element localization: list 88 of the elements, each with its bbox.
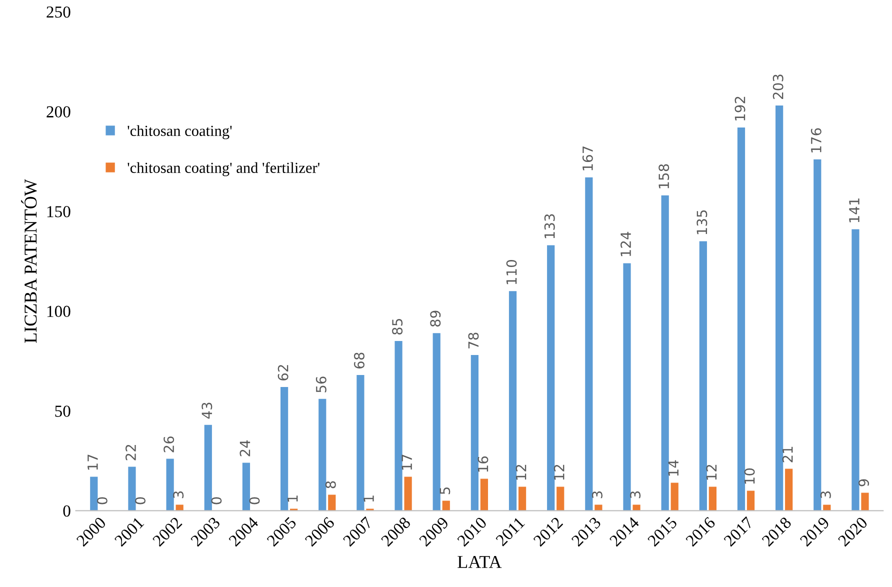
bar bbox=[785, 468, 793, 511]
y-tick-label: 150 bbox=[47, 206, 70, 218]
bar bbox=[556, 486, 564, 511]
data-label: 133 bbox=[544, 214, 555, 238]
data-label: 192 bbox=[734, 96, 746, 120]
data-label: 9 bbox=[858, 479, 870, 486]
data-label: 89 bbox=[430, 310, 441, 327]
y-tick-label: 0 bbox=[63, 505, 70, 517]
bar bbox=[128, 466, 136, 511]
data-label: 16 bbox=[478, 456, 488, 472]
bar bbox=[547, 245, 555, 511]
data-label: 68 bbox=[354, 352, 364, 368]
bar bbox=[442, 500, 450, 511]
legend-label: 'chitosan coating' and 'fertilizer' bbox=[128, 162, 320, 176]
y-tick-label: 50 bbox=[55, 406, 70, 417]
bar bbox=[737, 127, 746, 511]
data-label: 22 bbox=[126, 444, 136, 460]
bar bbox=[480, 478, 488, 511]
data-label: 62 bbox=[278, 365, 288, 380]
data-label: 124 bbox=[620, 232, 631, 256]
bar bbox=[90, 476, 98, 511]
y-tick-label: 250 bbox=[46, 6, 70, 18]
data-label: 141 bbox=[849, 198, 860, 222]
data-label: 8 bbox=[325, 481, 336, 488]
bar bbox=[632, 504, 640, 511]
data-label: 0 bbox=[135, 497, 146, 504]
data-label: 24 bbox=[240, 440, 250, 456]
bar bbox=[746, 490, 755, 511]
data-label: 21 bbox=[782, 446, 793, 462]
y-axis-title: LICZBA PATENTÓW bbox=[21, 179, 37, 343]
bar bbox=[404, 476, 412, 511]
data-label: 176 bbox=[810, 128, 822, 152]
x-axis-title: LATA bbox=[458, 556, 502, 568]
bar bbox=[280, 386, 288, 511]
bar bbox=[814, 159, 822, 511]
bar bbox=[708, 486, 716, 511]
legend-label: 'chitosan coating' bbox=[128, 125, 232, 140]
data-label: 3 bbox=[820, 491, 831, 498]
bar bbox=[166, 458, 174, 511]
data-label: 3 bbox=[630, 491, 641, 498]
data-label: 12 bbox=[516, 464, 526, 480]
data-label: 56 bbox=[316, 376, 326, 392]
data-label: 5 bbox=[440, 488, 450, 494]
bar bbox=[594, 504, 602, 511]
data-label: 110 bbox=[506, 260, 517, 284]
bar bbox=[176, 504, 184, 511]
bar bbox=[518, 486, 526, 511]
bar bbox=[318, 398, 326, 511]
data-label: 203 bbox=[772, 74, 784, 99]
bar bbox=[852, 229, 860, 511]
data-label: 3 bbox=[592, 491, 602, 498]
data-label: 85 bbox=[392, 319, 403, 335]
bar bbox=[861, 492, 869, 511]
data-label: 135 bbox=[696, 210, 708, 234]
data-label: 167 bbox=[582, 146, 593, 170]
data-label: 12 bbox=[554, 464, 564, 480]
bar bbox=[356, 374, 364, 511]
bar bbox=[204, 424, 212, 511]
data-label: 43 bbox=[202, 402, 212, 419]
data-label: 1 bbox=[288, 496, 298, 502]
data-label: 10 bbox=[744, 468, 755, 484]
bar bbox=[661, 195, 669, 511]
bar bbox=[623, 263, 631, 511]
bar bbox=[823, 504, 831, 511]
bar bbox=[508, 291, 517, 511]
bar bbox=[776, 106, 784, 511]
bar bbox=[394, 341, 402, 511]
data-label: 78 bbox=[468, 332, 479, 348]
data-label: 17 bbox=[88, 454, 98, 470]
data-label: 26 bbox=[164, 436, 174, 452]
bar bbox=[470, 355, 478, 511]
data-label: 0 bbox=[249, 497, 260, 504]
data-label: 0 bbox=[96, 497, 108, 504]
data-label: 3 bbox=[173, 491, 184, 498]
data-label: 1 bbox=[364, 496, 374, 502]
data-label: 0 bbox=[211, 497, 222, 504]
bar bbox=[328, 494, 336, 511]
y-tick-label: 100 bbox=[47, 306, 70, 318]
data-label: 12 bbox=[706, 464, 717, 480]
bar bbox=[432, 333, 440, 511]
bar bbox=[670, 482, 678, 511]
data-label: 14 bbox=[668, 460, 678, 476]
bar bbox=[242, 462, 250, 511]
bar bbox=[699, 241, 707, 511]
bar bbox=[585, 177, 593, 511]
data-label: 17 bbox=[402, 454, 412, 470]
y-tick-label: 200 bbox=[46, 106, 70, 118]
data-label: 158 bbox=[658, 164, 670, 188]
